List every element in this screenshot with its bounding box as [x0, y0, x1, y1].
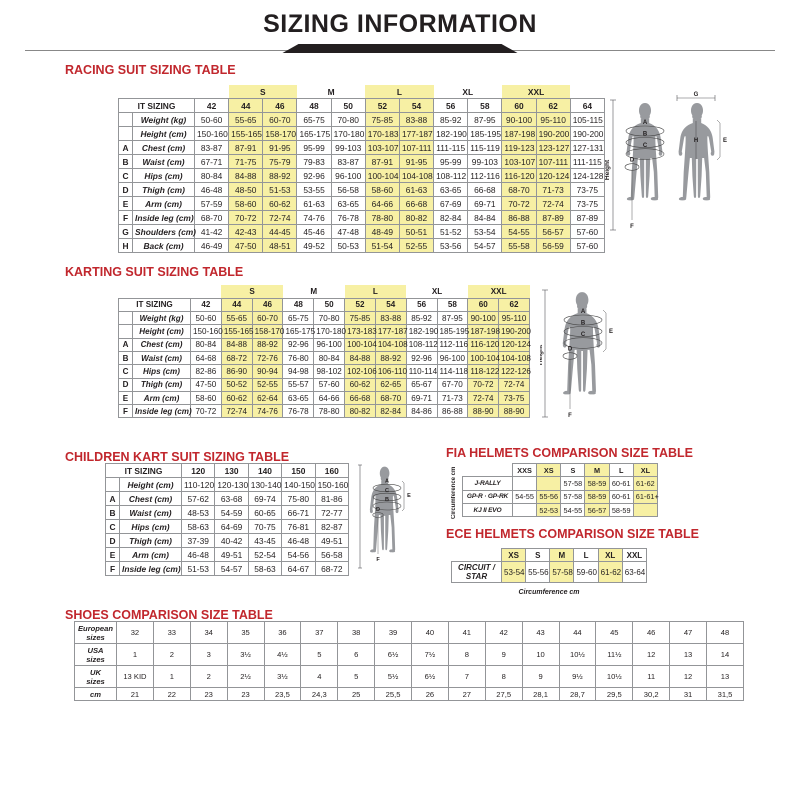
svg-text:D: D: [568, 347, 573, 353]
svg-text:G: G: [694, 92, 699, 98]
svg-text:Height: Height: [540, 344, 544, 365]
svg-text:D: D: [630, 158, 635, 164]
svg-text:A: A: [581, 309, 586, 315]
svg-text:F: F: [568, 413, 572, 419]
svg-text:B: B: [385, 497, 389, 503]
svg-text:F: F: [630, 224, 634, 230]
svg-text:E: E: [723, 138, 727, 144]
svg-text:E: E: [609, 329, 613, 335]
svg-text:H: H: [694, 138, 698, 144]
svg-text:B: B: [581, 321, 586, 327]
svg-text:A: A: [643, 120, 648, 126]
svg-text:F: F: [376, 557, 380, 563]
svg-text:A: A: [385, 479, 389, 485]
svg-text:C: C: [581, 332, 586, 338]
svg-text:C: C: [385, 488, 389, 494]
svg-text:B: B: [643, 132, 648, 138]
svg-text:Height: Height: [358, 510, 359, 527]
svg-text:C: C: [643, 143, 648, 149]
svg-text:Height: Height: [605, 159, 611, 180]
svg-text:D: D: [376, 507, 380, 513]
svg-text:E: E: [407, 493, 411, 499]
